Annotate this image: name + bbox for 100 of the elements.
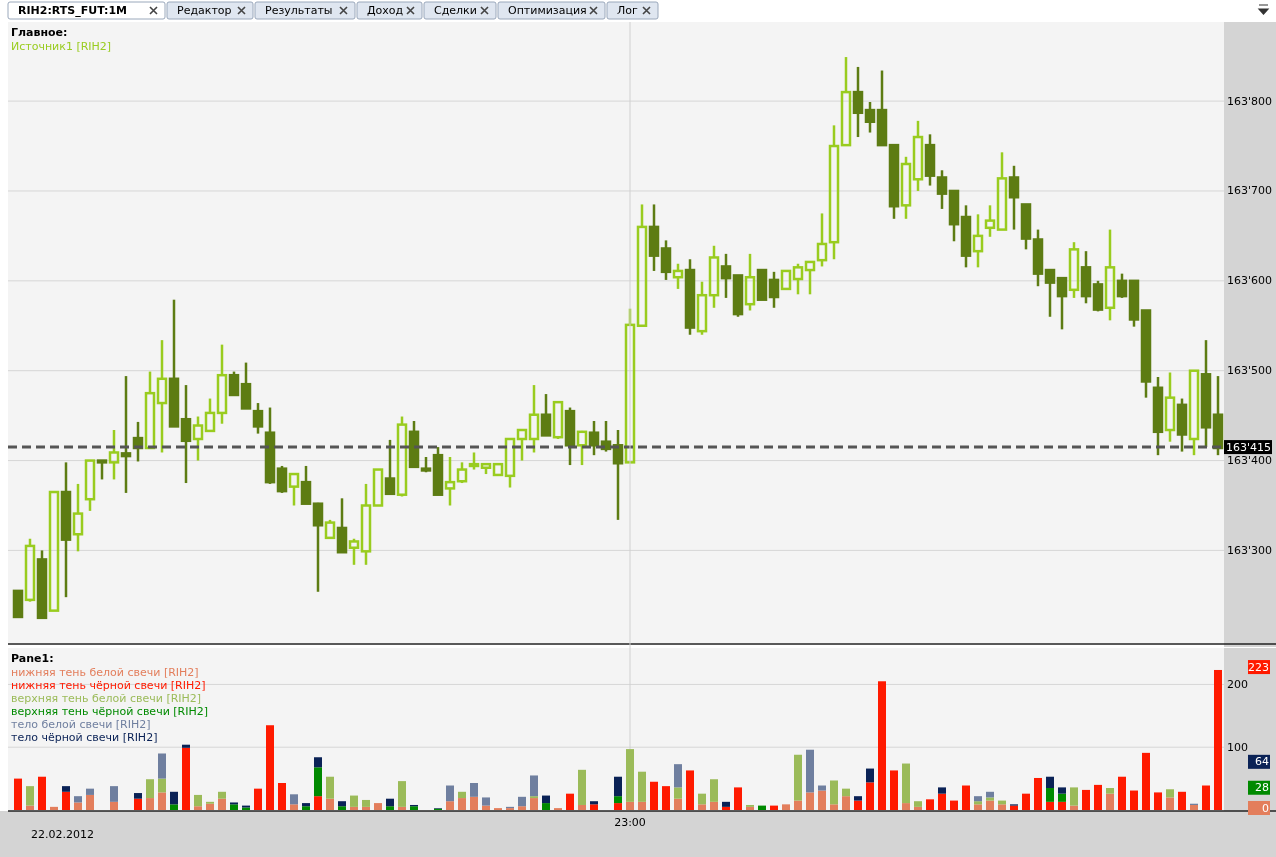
bar [74, 796, 82, 803]
chart-title: Главное: [11, 26, 68, 39]
text: Сделки [434, 4, 477, 17]
bar [182, 744, 190, 748]
bar [974, 796, 982, 802]
bar [134, 798, 142, 810]
bar [314, 757, 322, 768]
text: нижняя тень чёрной свечи [RIH2] [11, 679, 206, 692]
bar [710, 779, 718, 802]
candlestick [852, 65, 864, 139]
bar [530, 775, 538, 797]
bar [290, 804, 298, 810]
candlestick [180, 383, 192, 485]
bar [1166, 789, 1174, 798]
bar [1046, 776, 1054, 789]
bar [1118, 776, 1126, 810]
bar [518, 796, 526, 807]
bar [902, 763, 910, 804]
bar [290, 794, 298, 805]
bar [1142, 752, 1150, 810]
bar [1070, 787, 1078, 806]
bar [1190, 804, 1198, 810]
bar [158, 778, 166, 793]
y-tick-label: 163'500 [1227, 364, 1273, 378]
text: Источник1 [RIH2] [11, 40, 112, 53]
bar [386, 806, 394, 810]
text: 22.02.2012 [31, 828, 94, 841]
bar [578, 769, 586, 805]
bar [1106, 793, 1114, 810]
bar [446, 801, 454, 810]
bar [614, 776, 622, 797]
bar [374, 803, 382, 810]
bar [806, 792, 814, 810]
bar [218, 791, 226, 799]
bar [902, 803, 910, 810]
bar [698, 793, 706, 805]
bar [590, 801, 598, 805]
bar [1010, 805, 1018, 810]
bar [1130, 790, 1138, 810]
bar [698, 804, 706, 810]
bar [914, 801, 922, 807]
bar [842, 796, 850, 810]
bar [1178, 791, 1186, 810]
bar [158, 792, 166, 810]
bar [1214, 669, 1222, 810]
bar [614, 796, 622, 804]
bar [986, 800, 994, 810]
bar [878, 681, 886, 810]
text: Редактор [177, 4, 232, 17]
text: Лог [617, 4, 638, 17]
bar [26, 786, 34, 806]
bar [674, 798, 682, 810]
bar [770, 805, 778, 810]
bar [638, 771, 646, 802]
bar [134, 793, 142, 799]
bar [578, 804, 586, 810]
y-tick-label: 163'800 [1227, 94, 1273, 108]
y-tick-label: 200 [1227, 677, 1248, 691]
bar [1034, 777, 1042, 810]
bar [566, 793, 574, 810]
bar [326, 798, 334, 810]
y-tick-label: 100 [1227, 740, 1248, 754]
bar [998, 804, 1006, 810]
bar [362, 806, 370, 810]
bar [662, 786, 670, 810]
bar [758, 805, 766, 810]
bar [518, 806, 526, 810]
bar [674, 764, 682, 788]
bar [74, 802, 82, 810]
y-tick-label: 163'600 [1227, 274, 1273, 288]
bar [818, 785, 826, 791]
bar [614, 803, 622, 810]
bar [542, 803, 550, 810]
bar [962, 785, 970, 810]
bar [1022, 793, 1030, 810]
text: 64 [1255, 755, 1269, 769]
bar [350, 806, 358, 810]
bar [254, 788, 262, 810]
bar [158, 753, 166, 779]
bar [830, 804, 838, 810]
bar [674, 787, 682, 799]
bar [722, 801, 730, 807]
bar [1058, 793, 1066, 802]
text: верхняя тень белой свечи [RIH2] [11, 692, 202, 705]
bar [170, 804, 178, 810]
bar [854, 800, 862, 810]
bar [626, 801, 634, 810]
bar [794, 800, 802, 810]
bar [530, 798, 538, 810]
bar [854, 796, 862, 801]
bar [458, 791, 466, 799]
bar [914, 806, 922, 810]
chart-title: Pane1: [11, 652, 54, 665]
bar [338, 806, 346, 810]
text: тело белой свечи [RIH2] [11, 718, 151, 731]
text: Результаты [265, 4, 333, 17]
bar [986, 797, 994, 801]
bar [542, 795, 550, 804]
bar [818, 790, 826, 810]
bar [398, 806, 406, 810]
